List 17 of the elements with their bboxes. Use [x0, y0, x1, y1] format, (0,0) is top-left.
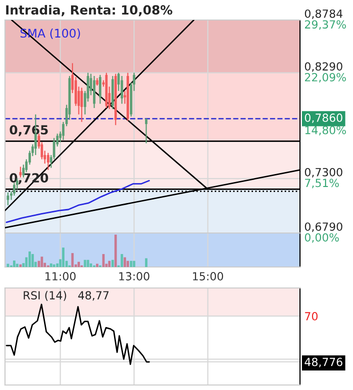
x-tick-label: 13:00	[119, 272, 150, 280]
y2-tick-label: 0,00%	[304, 233, 339, 243]
ref-line-label: 0,7860	[304, 114, 342, 124]
y-tick-label: 0,8290	[304, 62, 342, 72]
y2-tick-label: 7,51%	[305, 178, 339, 188]
chart-title: Intradia, Renta: 10,08%	[6, 4, 172, 16]
x-tick-label: 15:00	[193, 272, 224, 280]
chart-title: RSI (14) 48,77	[24, 290, 109, 301]
y-tick-label: 48,776	[304, 358, 342, 368]
y-tick-label: 0,8784	[304, 9, 342, 19]
y2-tick-label: 14,80%	[305, 126, 346, 136]
y-tick-label: 0,7300	[304, 168, 342, 178]
x-tick-label: 11:00	[46, 272, 76, 280]
y-tick-label: 70	[305, 312, 318, 320]
y2-tick-label: 22,09%	[304, 72, 346, 83]
y2-tick-label: 29,37%	[304, 20, 346, 30]
y-tick-label: 0,6790	[304, 222, 342, 232]
